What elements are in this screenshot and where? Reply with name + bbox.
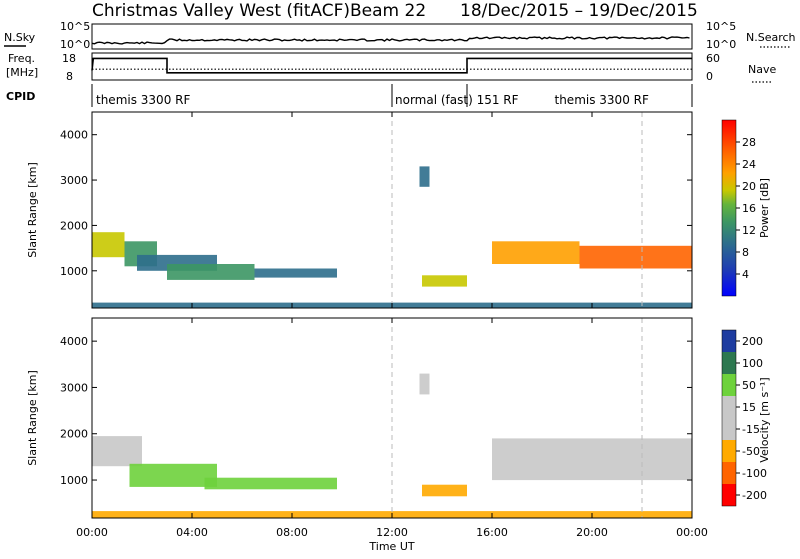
colorbar-tick-label: 28 — [742, 136, 756, 149]
velocity-colorbar-ticks: 200 100 50 15 -15 -50 -100 -200 — [736, 335, 767, 502]
y-tick-label: 2000 — [60, 428, 88, 441]
cpid-mode-label: themis 3300 RF — [555, 93, 649, 107]
nsearch-tick-top: 10^5 — [706, 20, 736, 33]
colorbar-tick-label: 8 — [742, 246, 749, 259]
x-axis-label: Time UT — [368, 540, 414, 553]
velocity-colorbar-frame — [721, 329, 737, 507]
heatmap-region — [419, 166, 430, 187]
nsky-tick-top: 10^5 — [60, 20, 90, 33]
velocity-colorbar-segment — [722, 440, 736, 462]
colorbar-tick-label: 24 — [742, 158, 756, 171]
nsky-tick-bottom: 10^0 — [60, 38, 90, 51]
colorbar-tick-label: 4 — [742, 268, 749, 281]
x-tick-label: 08:00 — [276, 526, 308, 539]
y-tick-label: 3000 — [60, 381, 88, 394]
heatmap-region — [579, 245, 692, 269]
velocity-colorbar-segment — [722, 418, 736, 440]
cpid-modes: themis 3300 RF normal (fast) 151 RF themis… — [96, 84, 649, 107]
nsearch-label: N.Search — [746, 31, 796, 44]
velocity-colorbar-segment — [722, 330, 736, 352]
power-grid — [391, 112, 643, 308]
heatmap-region — [254, 268, 337, 278]
y-tick-label: 2000 — [60, 219, 88, 232]
cpid-mode-label: themis 3300 RF — [96, 93, 190, 107]
heatmap-region — [422, 484, 467, 497]
colorbar-tick-label: 15 — [742, 401, 756, 414]
nsky-label: N.Sky — [4, 31, 36, 44]
colorbar-tick-label: 100 — [742, 357, 763, 370]
velocity-ylabel: Slant Range [km] — [26, 370, 39, 466]
velocity-colorbar — [721, 329, 737, 507]
nsky-trace — [91, 36, 690, 45]
velocity-colorbar-segment — [722, 374, 736, 396]
power-colorbar — [721, 119, 737, 297]
nave-tick-bottom: 0 — [706, 70, 713, 83]
freq-tick-bottom: 8 — [66, 70, 73, 83]
title-dates: 18/Dec/2015 – 19/Dec/2015 — [460, 1, 698, 21]
colorbar-tick-label: 50 — [742, 379, 756, 392]
x-tick-label: 04:00 — [176, 526, 208, 539]
x-tick-label: 20:00 — [576, 526, 608, 539]
status-panel: N.Sky 10^5 10^0 N.Search 10^5 10^0 Freq.… — [4, 20, 796, 107]
y-tick-label: 1000 — [60, 265, 88, 278]
nsky-line — [91, 36, 690, 45]
x-tick-label: 12:00 — [376, 526, 408, 539]
y-tick-label: 1000 — [60, 474, 88, 487]
freq-tick-top: 18 — [62, 52, 76, 65]
freq-panel-frame — [91, 52, 693, 81]
heatmap-region — [492, 438, 692, 481]
power-ylabel: Slant Range [km] — [26, 162, 39, 258]
heatmap-region — [492, 241, 580, 264]
velocity-y-axis: 1000 2000 3000 4000 — [60, 335, 692, 487]
x-tick-label: 16:00 — [476, 526, 508, 539]
power-colorbar-label: Power [dB] — [758, 178, 771, 238]
x-tick-label: 00:00 — [676, 526, 708, 539]
y-tick-label: 3000 — [60, 174, 88, 187]
title-beam: Beam 22 — [350, 1, 426, 21]
y-tick-label: 4000 — [60, 335, 88, 348]
colorbar-tick-label: 16 — [742, 202, 756, 215]
nave-label: Nave — [748, 63, 776, 76]
colorbar-tick-label: 12 — [742, 224, 756, 237]
heatmap-region — [167, 264, 255, 280]
velocity-colorbar-label: Velocity [m s⁻¹] — [758, 377, 771, 462]
colorbar-tick-label: -200 — [742, 489, 767, 502]
heatmap-region — [204, 477, 337, 490]
nave-tick-top: 60 — [706, 52, 720, 65]
x-axis: 00:00 04:00 08:00 12:00 16:00 20:00 00:00 — [76, 112, 708, 539]
power-panel: 1000 2000 3000 4000 Slant Range [km] 28 24 20… — [26, 111, 771, 309]
colorbar-tick-label: -50 — [742, 445, 760, 458]
title-station: Christmas Valley West (fitACF) — [92, 1, 350, 21]
freq-line — [91, 57, 692, 74]
x-tick-label: 00:00 — [76, 526, 108, 539]
heatmap-region — [92, 436, 142, 467]
freq-label: Freq. — [8, 52, 35, 65]
freq-trace — [91, 57, 692, 74]
freq-unit: [MHz] — [6, 66, 38, 79]
colorbar-tick-label: 20 — [742, 180, 756, 193]
heatmap-region — [422, 275, 467, 287]
colorbar-tick-label: -100 — [742, 467, 767, 480]
velocity-grid — [391, 318, 643, 518]
colorbar-tick-label: 200 — [742, 335, 763, 348]
velocity-colorbar-segment — [722, 462, 736, 484]
power-colorbar-ticks: 28 24 20 16 12 8 4 — [736, 136, 756, 281]
velocity-panel: 1000 2000 3000 4000 Slant Range [km] 200 100… — [26, 317, 771, 519]
nsearch-tick-bottom: 10^0 — [706, 38, 736, 51]
velocity-colorbar-segment — [722, 396, 736, 418]
nsky-panel-frame — [91, 23, 693, 50]
y-tick-label: 4000 — [60, 129, 88, 142]
colorbar-tick-label: -15 — [742, 423, 760, 436]
power-y-axis: 1000 2000 3000 4000 — [60, 129, 692, 278]
velocity-colorbar-segment — [722, 352, 736, 374]
heatmap-region — [92, 232, 125, 258]
cpid-mode-label: normal (fast) 151 RF — [395, 93, 519, 107]
velocity-colorbar-segment — [722, 484, 736, 506]
heatmap-region — [419, 373, 430, 395]
cpid-label: CPID — [6, 90, 35, 103]
heatmap-region — [129, 463, 217, 487]
